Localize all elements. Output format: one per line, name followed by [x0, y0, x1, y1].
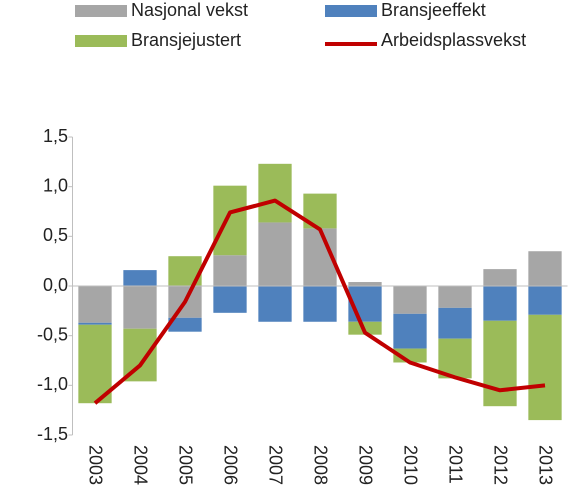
- bar: [258, 163, 292, 223]
- bar: [303, 286, 337, 322]
- bar: [528, 251, 562, 286]
- x-tick-label: 2005: [175, 445, 195, 485]
- y-tick-label: -0,5: [37, 324, 68, 344]
- bar: [348, 282, 382, 286]
- x-tick-label: 2004: [130, 445, 150, 485]
- x-tick-label: 2012: [490, 445, 510, 485]
- bar: [258, 222, 292, 286]
- legend-swatch: [75, 35, 127, 47]
- legend-label: Bransjeeffekt: [381, 0, 486, 20]
- legend-swatch: [75, 5, 127, 17]
- bar: [393, 313, 427, 349]
- bar: [78, 322, 112, 325]
- line: [93, 198, 546, 405]
- legend-label: Arbeidsplassvekst: [381, 30, 526, 50]
- y-tick-label: 1,5: [43, 126, 68, 146]
- x-tick-label: 2011: [445, 445, 465, 484]
- x-tick-label: 2010: [400, 445, 420, 485]
- legend-swatch: [325, 5, 377, 17]
- bar: [483, 320, 517, 407]
- bar: [123, 270, 157, 286]
- bar: [168, 317, 202, 332]
- bar: [393, 286, 427, 314]
- x-tick-label: 2013: [535, 445, 555, 485]
- bar: [213, 185, 247, 256]
- bar: [78, 286, 112, 323]
- bar: [438, 286, 472, 308]
- x-tick-label: 2006: [220, 445, 240, 485]
- bar: [528, 286, 562, 315]
- bar: [78, 324, 112, 404]
- bar: [213, 255, 247, 286]
- legend-label: Nasjonal vekst: [131, 0, 248, 20]
- bar: [483, 286, 517, 321]
- legend-label: Bransjejustert: [131, 30, 241, 50]
- x-tick-label: 2009: [355, 445, 375, 485]
- y-tick-label: -1,0: [37, 374, 68, 394]
- bar: [258, 286, 292, 322]
- x-tick-label: 2008: [310, 445, 330, 485]
- bar: [528, 314, 562, 421]
- y-tick-label: 0,0: [43, 275, 68, 295]
- bar: [213, 286, 247, 313]
- y-tick-label: 1,0: [43, 175, 68, 195]
- x-tick-label: 2007: [265, 445, 285, 485]
- bar: [438, 307, 472, 339]
- y-tick-label: 0,5: [43, 225, 68, 245]
- x-tick-label: 2003: [85, 445, 105, 485]
- bar: [123, 286, 157, 329]
- bar: [483, 269, 517, 286]
- y-tick-label: -1,5: [37, 424, 68, 444]
